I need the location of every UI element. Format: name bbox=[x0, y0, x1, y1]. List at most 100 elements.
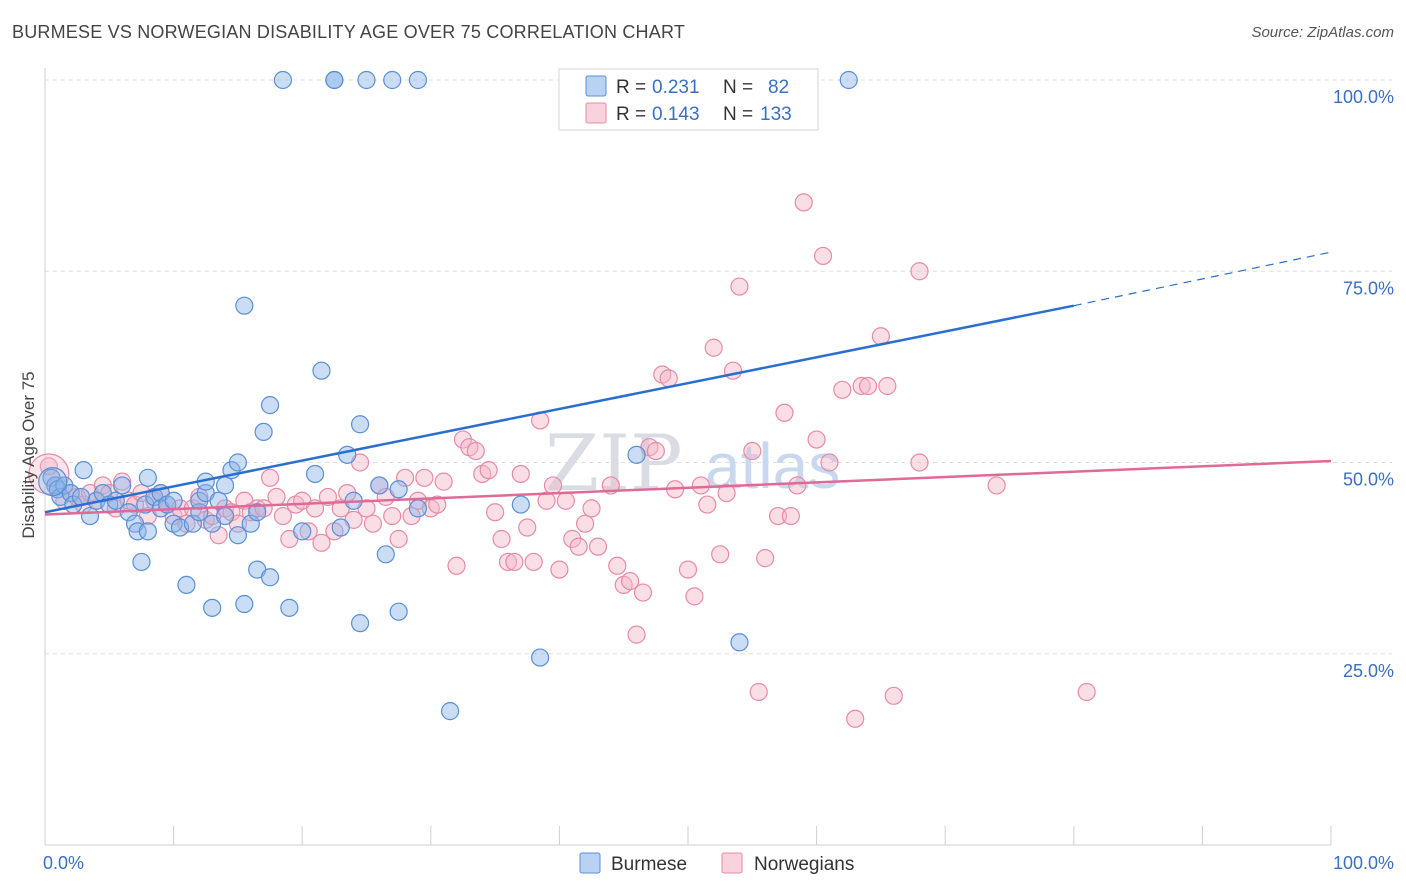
norwegians-point bbox=[704, 338, 723, 357]
burmese-point bbox=[80, 506, 100, 526]
legend-swatch-burmese bbox=[579, 852, 601, 874]
norwegians-point bbox=[260, 468, 280, 487]
norwegians-point bbox=[756, 549, 775, 568]
norwegians-point bbox=[486, 503, 505, 522]
burmese-point bbox=[128, 522, 147, 541]
burmese-point bbox=[350, 614, 370, 633]
norwegians-point bbox=[209, 526, 228, 545]
y-tick-label: 25.0% bbox=[1343, 661, 1394, 681]
watermark-atlas: atlas bbox=[705, 430, 840, 502]
series-legend: Burmese Norwegians bbox=[579, 852, 854, 875]
burmese-point bbox=[203, 598, 222, 617]
burmese-point bbox=[215, 506, 235, 526]
norwegians-point bbox=[794, 193, 813, 212]
norwegians-point bbox=[807, 430, 826, 449]
x-tick-label: 100.0% bbox=[1333, 853, 1394, 873]
burmese-point bbox=[38, 467, 68, 497]
norwegians-point bbox=[781, 506, 800, 526]
legend-label-norwegians: Norwegians bbox=[754, 854, 854, 875]
burmese-point bbox=[331, 518, 350, 537]
norwegians-point bbox=[833, 380, 852, 399]
norwegians-point bbox=[846, 709, 865, 728]
x-tick-label: 0.0% bbox=[43, 853, 84, 873]
watermark: ZIP atlas bbox=[545, 419, 840, 509]
norwegians-point bbox=[267, 487, 286, 507]
norwegians-point bbox=[775, 403, 794, 422]
legend-r-norwegians: 0.143 bbox=[652, 104, 700, 125]
burmese-point bbox=[273, 70, 293, 90]
norwegians-point bbox=[273, 506, 293, 526]
burmese-point bbox=[325, 70, 344, 90]
x-tick-labels: 0.0% 100.0% bbox=[43, 853, 1394, 873]
norwegians-point bbox=[788, 476, 807, 495]
burmese-point bbox=[260, 396, 280, 415]
norwegians-point bbox=[383, 506, 402, 526]
legend-swatch-norwegians bbox=[585, 102, 607, 124]
norwegians-point bbox=[395, 468, 415, 487]
norwegians-trend-line bbox=[44, 459, 1332, 516]
norwegians-point bbox=[1077, 682, 1096, 702]
chart-title: BURMESE VS NORWEGIAN DISABILITY AGE OVER… bbox=[12, 22, 686, 42]
y-tick-label: 100.0% bbox=[1333, 87, 1394, 107]
y-axis-title: Disability Age Over 75 bbox=[19, 371, 38, 538]
burmese-point bbox=[132, 552, 151, 572]
burmese-point bbox=[138, 468, 157, 487]
norwegians-point bbox=[518, 518, 537, 537]
legend-n-burmese: 82 bbox=[768, 77, 789, 98]
burmese-point bbox=[338, 445, 357, 464]
norwegians-point bbox=[691, 476, 710, 495]
norwegians-point bbox=[312, 533, 331, 552]
norwegians-point bbox=[608, 556, 627, 575]
norwegians-point bbox=[505, 552, 524, 572]
norwegians-point bbox=[852, 376, 871, 396]
legend-r-label: R = bbox=[616, 77, 646, 98]
burmese-point bbox=[730, 633, 749, 652]
legend-n-label: N = bbox=[723, 77, 753, 98]
norwegians-point bbox=[884, 686, 903, 705]
burmese-point bbox=[531, 648, 550, 667]
norwegians-point bbox=[723, 361, 743, 380]
burmese-point bbox=[113, 476, 132, 495]
norwegians-point bbox=[466, 441, 485, 461]
legend-swatch-burmese bbox=[585, 75, 607, 97]
burmese-point bbox=[383, 70, 402, 90]
norwegians-point bbox=[511, 464, 530, 484]
burmese-point bbox=[228, 453, 247, 472]
norwegians-point bbox=[479, 461, 498, 480]
norwegians-point bbox=[627, 625, 646, 644]
norwegians-point bbox=[813, 246, 833, 266]
norwegians-point bbox=[698, 495, 717, 514]
burmese-point bbox=[627, 445, 646, 464]
norwegians-point bbox=[556, 491, 575, 510]
norwegians-point bbox=[743, 441, 762, 461]
burmese-point bbox=[389, 480, 408, 499]
burmese-point bbox=[370, 476, 389, 495]
burmese-point bbox=[280, 598, 299, 617]
norwegians-point bbox=[717, 484, 736, 503]
norwegians-point bbox=[768, 506, 788, 526]
legend-n-label: N = bbox=[723, 104, 753, 125]
norwegians-point bbox=[389, 529, 408, 549]
norwegians-point bbox=[878, 376, 897, 396]
norwegians-point bbox=[550, 560, 569, 579]
norwegians-point bbox=[910, 262, 929, 281]
burmese-point bbox=[177, 575, 196, 595]
norwegians-point bbox=[434, 472, 453, 491]
norwegians-point bbox=[576, 514, 595, 533]
legend-r-burmese: 0.231 bbox=[652, 77, 700, 98]
norwegians-point bbox=[524, 552, 543, 572]
norwegians-point bbox=[621, 571, 640, 591]
norwegians-points bbox=[28, 193, 1096, 728]
burmese-point bbox=[376, 545, 395, 564]
norwegians-point bbox=[582, 499, 601, 518]
grid-lines bbox=[45, 79, 1392, 655]
legend-r-label: R = bbox=[616, 104, 646, 125]
norwegians-point bbox=[537, 491, 556, 510]
burmese-point bbox=[511, 495, 530, 514]
burmese-point bbox=[350, 415, 370, 434]
burmese-point bbox=[312, 361, 331, 380]
burmese-point bbox=[209, 491, 228, 510]
burmese-point bbox=[408, 70, 428, 90]
norwegians-point bbox=[318, 487, 338, 507]
burmese-point bbox=[248, 503, 267, 522]
